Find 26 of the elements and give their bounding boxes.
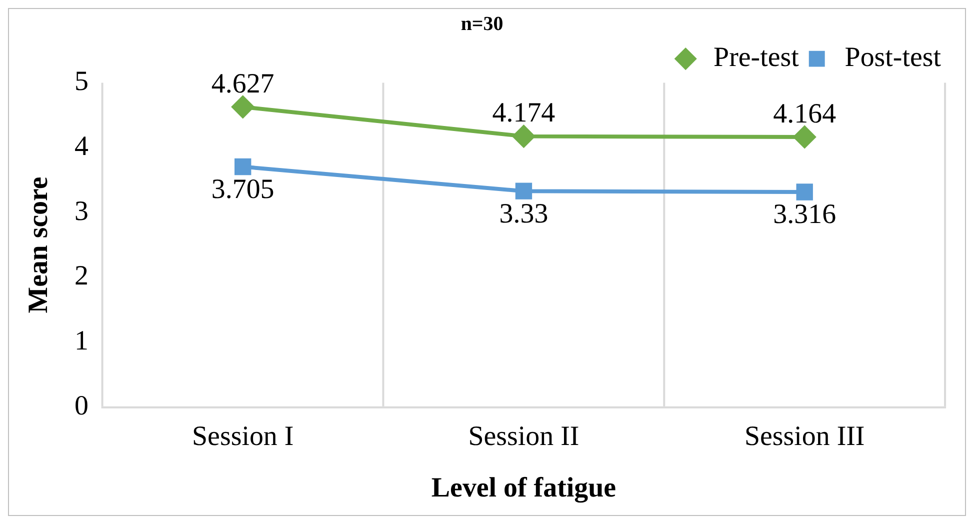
y-tick-label: 0	[74, 390, 88, 422]
point	[512, 125, 535, 148]
x-tick-label: Session III	[744, 421, 865, 452]
data-label: 4.627	[211, 68, 274, 100]
data-label: 4.174	[492, 98, 556, 129]
point	[232, 96, 254, 118]
chart-title: n=30	[460, 13, 504, 36]
data-label: 3.705	[211, 174, 274, 205]
x-tick-label: Session I	[192, 421, 294, 452]
point	[796, 184, 813, 200]
point	[234, 158, 252, 176]
legend-label: Post-test	[844, 42, 942, 74]
data-label: 3.316	[773, 199, 836, 230]
y-tick-label: 1	[74, 326, 88, 357]
y-tick-label: 5	[74, 66, 88, 98]
x-axis-title: Level of fatigue	[431, 472, 616, 504]
x-tick-label: Session II	[468, 421, 580, 452]
point	[794, 126, 816, 148]
y-axis-title: Mean score	[22, 176, 54, 314]
point	[515, 182, 532, 200]
y-tick-label: 4	[74, 130, 88, 162]
legend-label: Pre-test	[714, 42, 800, 74]
y-tick-label: 2	[74, 260, 88, 292]
y-tick-label: 3	[74, 196, 88, 227]
data-label: 3.33	[499, 198, 548, 230]
data-label: 4.164	[773, 98, 836, 130]
